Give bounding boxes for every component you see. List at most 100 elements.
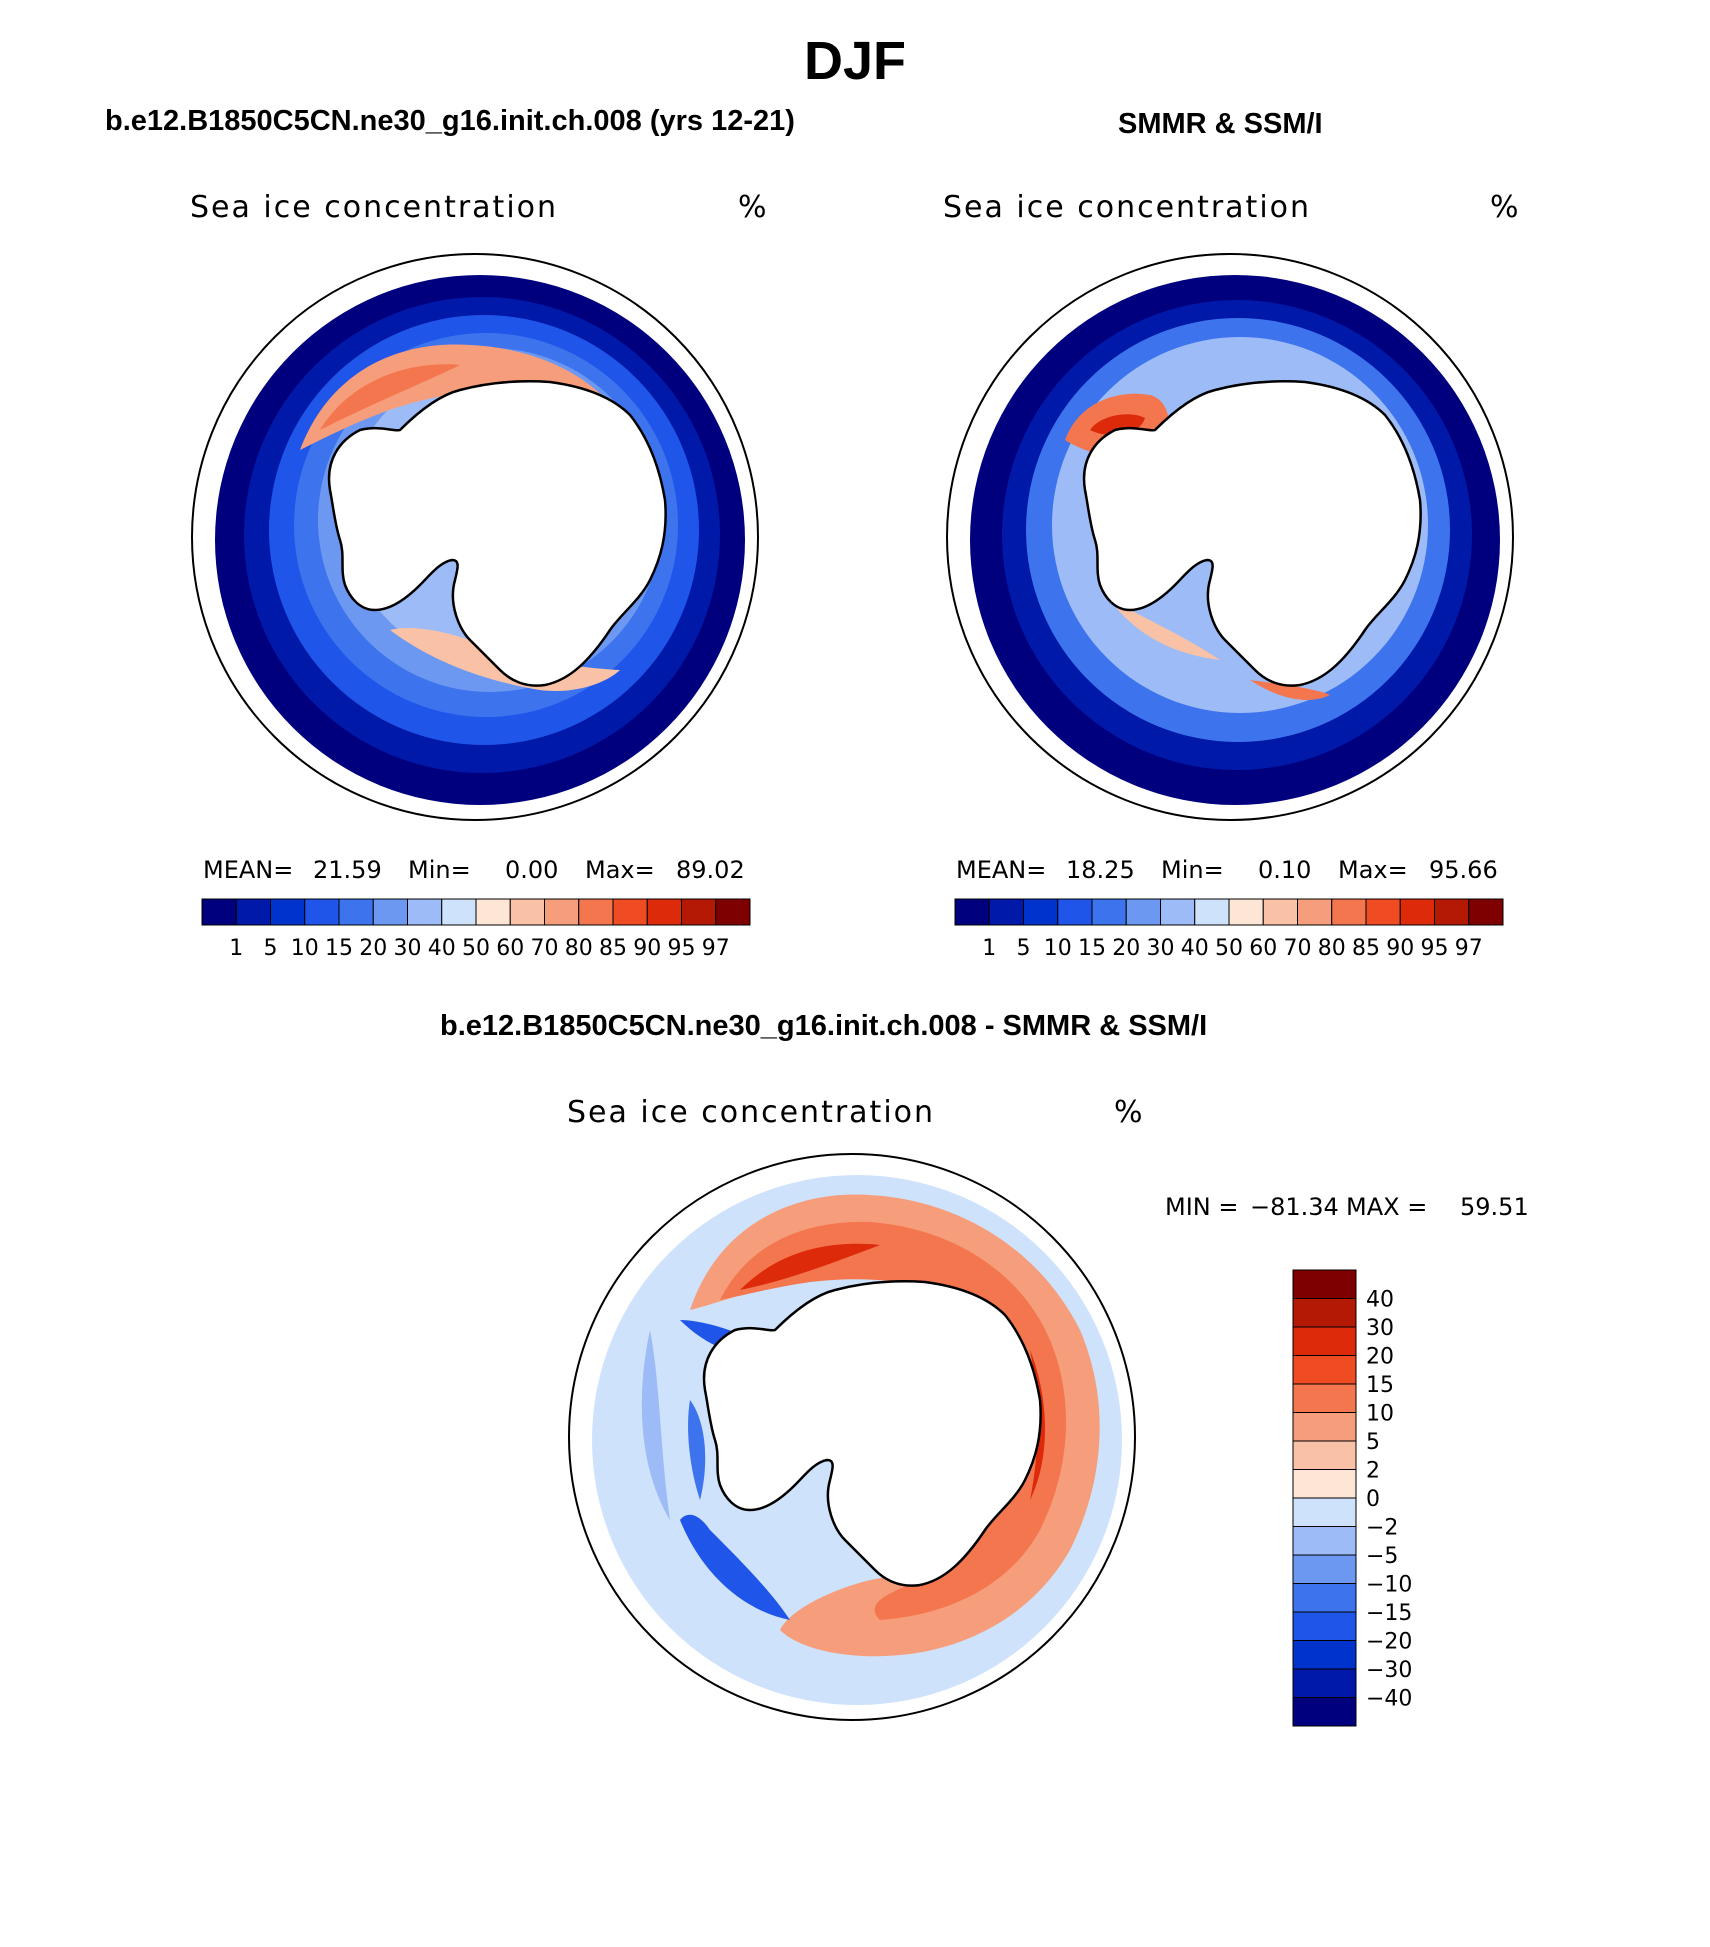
panel-1-colorbar: 1 5 10 15 20 30 40 50 60 70 80 85 90 95 97 (201, 898, 751, 961)
panel-3-colorbar-tick-label: −20 (1366, 1630, 1412, 1655)
panel-2-colorbar-tick-label: 30 (1147, 936, 1175, 961)
panel-3-colorbar-swatch (1292, 1440, 1357, 1470)
panel-2-colorbar-swatch (1091, 898, 1127, 926)
panel-3-colorbar-swatch (1292, 1526, 1357, 1556)
panel-3-colorbar-swatch (1292, 1469, 1357, 1499)
panel-2-colorbar-tick-label: 10 (1044, 936, 1072, 961)
panel-1-colorbar-tick-label: 20 (359, 936, 387, 961)
panel-1-colorbar-swatch (715, 898, 751, 926)
panel-1-colorbar-tick-label: 40 (428, 936, 456, 961)
panel-3-colorbar-swatch (1292, 1611, 1357, 1641)
panel-2-min-value: 0.10 (1258, 856, 1312, 884)
panel-3-colorbar-tick-label: −10 (1366, 1573, 1412, 1598)
panel-3-colorbar-swatch (1292, 1383, 1357, 1413)
panel-1-max-value: 89.02 (676, 856, 745, 884)
panel-3-colorbar-swatch (1292, 1668, 1357, 1698)
panel-3-colorbar-tick-label: 40 (1366, 1288, 1394, 1313)
panel-1-colorbar-swatch (578, 898, 614, 926)
panel-3-colorbar-tick-label: −5 (1366, 1544, 1398, 1569)
panel-1-colorbar-tick-label: 70 (531, 936, 559, 961)
panel-2-colorbar-tick-label: 60 (1249, 936, 1277, 961)
panel-3-colorbar-tick-label: −40 (1366, 1687, 1412, 1712)
panel-2-colorbar-tick-label: 95 (1421, 936, 1449, 961)
panel-2-title: SMMR & SSM/I (1118, 108, 1323, 140)
panel-1-colorbar-swatch (612, 898, 648, 926)
panel-2-colorbar-swatch (1297, 898, 1333, 926)
panel-3-min-label: MIN = (1165, 1193, 1239, 1221)
panel-2-colorbar-tick-label: 90 (1386, 936, 1414, 961)
panel-1-colorbar-tick-label: 97 (702, 936, 730, 961)
panel-3-colorbar-tick-label: 15 (1366, 1373, 1394, 1398)
panel-3-colorbar-tick-label: −15 (1366, 1601, 1412, 1626)
panel-3-colorbar-swatch (1292, 1326, 1357, 1356)
antarctica-land (1082, 380, 1422, 687)
panel-2-colorbar-tick-label: 70 (1284, 936, 1312, 961)
panel-1-colorbar-tick-label: 80 (565, 936, 593, 961)
panel-3-colorbar-tick-label: 30 (1366, 1316, 1394, 1341)
panel-1-colorbar-tick-label: 90 (633, 936, 661, 961)
panel-2-colorbar-swatch (1434, 898, 1470, 926)
panel-3-colorbar-tick-label: −30 (1366, 1658, 1412, 1683)
panel-2-colorbar-tick-label: 97 (1455, 936, 1483, 961)
panel-1-colorbar-swatch (338, 898, 374, 926)
panel-1-colorbar-swatch (201, 898, 237, 926)
panel-1-colorbar-tick-label: 5 (264, 936, 278, 961)
panel-3-colorbar-tick-label: 5 (1366, 1430, 1380, 1455)
panel-3-colorbar-swatch (1292, 1583, 1357, 1613)
panel-1-colorbar-swatch (235, 898, 271, 926)
panel-1-colorbar-tick-label: 60 (496, 936, 524, 961)
panel-2-colorbar-tick-label: 15 (1078, 936, 1106, 961)
panel-3-colorbar-swatch (1292, 1497, 1357, 1527)
panel-3-colorbar-swatch (1292, 1554, 1357, 1584)
panel-2-max-value: 95.66 (1429, 856, 1498, 884)
panel-3-colorbar-swatch (1292, 1412, 1357, 1442)
panel-3-colorbar-tick-label: 2 (1366, 1459, 1380, 1484)
panel-2-colorbar-tick-label: 50 (1215, 936, 1243, 961)
panel-1-colorbar-swatch (544, 898, 580, 926)
panel-3-colorbar-swatch (1292, 1355, 1357, 1385)
panel-1-variable: Sea ice concentration (190, 190, 559, 225)
panel-2-colorbar-swatch (954, 898, 990, 926)
panel-1-mean-value: 21.59 (313, 856, 382, 884)
panel-1-max-label: Max= (585, 856, 655, 884)
panel-2-min-label: Min= (1161, 856, 1224, 884)
panel-2-colorbar-tick-label: 40 (1181, 936, 1209, 961)
panel-2-colorbar-tick-label: 5 (1017, 936, 1031, 961)
panel-2-colorbar-swatch (1228, 898, 1264, 926)
figure-title: DJF (803, 31, 906, 91)
panel-2-colorbar-swatch (1262, 898, 1298, 926)
panel-1-colorbar-swatch (407, 898, 443, 926)
panel-3-colorbar-tick-label: 10 (1366, 1402, 1394, 1427)
panel-2-mean-value: 18.25 (1066, 856, 1135, 884)
panel-2-colorbar-tick-label: 20 (1112, 936, 1140, 961)
panel-2-polar-map (946, 253, 1514, 821)
panel-2-colorbar-swatch (1468, 898, 1504, 926)
panel-3-colorbar-swatch (1292, 1640, 1357, 1670)
panel-1-mean-label: MEAN= (203, 856, 294, 884)
panel-1-title: b.e12.B1850C5CN.ne30_g16.init.ch.008 (yr… (105, 105, 795, 137)
panel-2-colorbar-swatch (1057, 898, 1093, 926)
panel-1-colorbar-swatch (304, 898, 340, 926)
panel-2-colorbar-tick-label: 85 (1352, 936, 1380, 961)
panel-1-colorbar-swatch (646, 898, 682, 926)
panel-2-colorbar-tick-label: 1 (982, 936, 996, 961)
panel-1-colorbar-swatch (681, 898, 717, 926)
panel-3-colorbar-tick-label: 0 (1366, 1487, 1380, 1512)
panel-3-colorbar-swatch (1292, 1697, 1357, 1727)
panel-2-colorbar-swatch (1365, 898, 1401, 926)
panel-3-colorbar-tick-label: 20 (1366, 1345, 1394, 1370)
panel-1-colorbar-tick-label: 10 (291, 936, 319, 961)
antarctica-land (327, 380, 667, 687)
panel-3-colorbar-tick-label: −2 (1366, 1516, 1398, 1541)
panel-2-colorbar-swatch (1125, 898, 1161, 926)
panel-3-colorbar-swatch (1292, 1298, 1357, 1328)
panel-2-mean-label: MEAN= (956, 856, 1047, 884)
panel-1-polar-map (191, 253, 759, 821)
panel-2-colorbar-swatch (1399, 898, 1435, 926)
panel-1-colorbar-swatch (509, 898, 545, 926)
panel-2-colorbar-swatch (988, 898, 1024, 926)
panel-3-polar-map (568, 1153, 1136, 1721)
antarctica-land (702, 1280, 1042, 1587)
panel-2-colorbar: 1 5 10 15 20 30 40 50 60 70 80 85 90 95 97 (954, 898, 1504, 961)
